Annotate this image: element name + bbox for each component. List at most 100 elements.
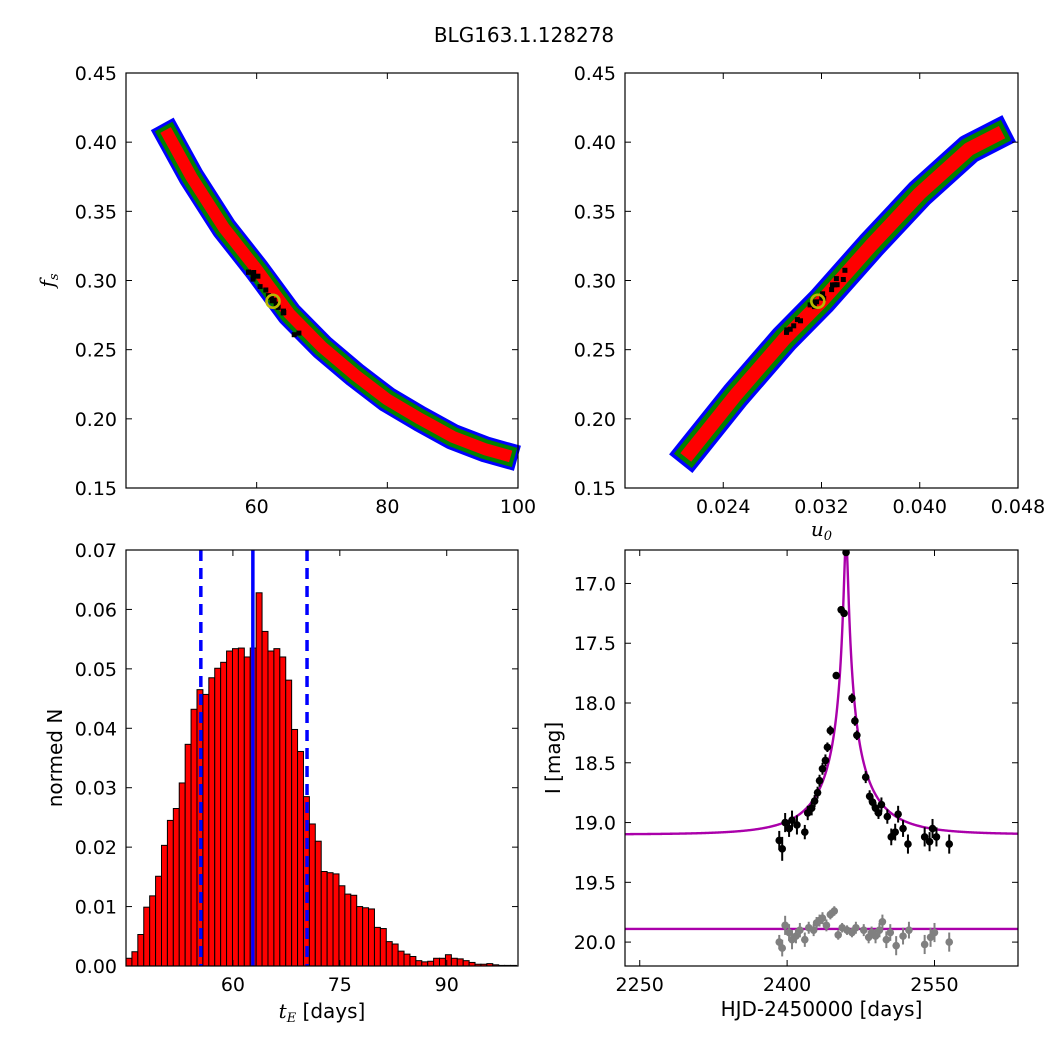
data-point (781, 921, 789, 930)
x-tick-label: 75 (328, 974, 352, 996)
histogram-bar (332, 873, 340, 967)
histogram-bar (273, 648, 281, 967)
x-tick-label: 60 (245, 496, 269, 518)
histogram-bar (226, 650, 233, 967)
x-tick-label: 80 (375, 496, 399, 518)
y-tick-label: 0.20 (75, 409, 117, 431)
data-point (792, 932, 800, 940)
plot-area (625, 550, 1018, 957)
data-point (930, 928, 939, 937)
confidence-region-core (291, 332, 297, 338)
data-point (892, 941, 900, 950)
data-point (868, 798, 877, 807)
confidence-region-core (257, 284, 263, 290)
histogram-bar (403, 953, 411, 967)
confidence-region-core (296, 330, 302, 336)
data-point (861, 773, 870, 781)
plot-frame (125, 549, 519, 967)
histogram-bar (291, 728, 299, 967)
data-point (920, 940, 929, 949)
data-point (852, 923, 860, 932)
histogram-bar (326, 872, 334, 967)
histogram-bar (160, 844, 168, 967)
confidence-region-middle (154, 121, 518, 468)
histogram-bar (456, 958, 464, 967)
y-tick-label: 0.02 (75, 837, 117, 859)
x-tick-label: 0.024 (696, 496, 750, 518)
data-point (878, 917, 887, 926)
data-point (823, 743, 832, 752)
y-tick-label: 0.40 (75, 132, 117, 154)
histogram-bar (255, 592, 263, 967)
y-tick-label: 0.40 (574, 132, 616, 154)
histogram-bar (237, 647, 245, 967)
x-tick-label: 2550 (910, 974, 958, 996)
histogram-bar (356, 906, 364, 967)
model-curve (625, 550, 1018, 836)
data-point (809, 926, 818, 934)
histogram-bar (415, 960, 423, 967)
histogram-bar (344, 893, 352, 967)
histogram-bar (320, 871, 328, 967)
y-tick-label: 17.5 (574, 633, 616, 655)
data-point (882, 935, 891, 944)
histogram-bar (155, 875, 163, 967)
y-tick-label: 0.03 (75, 778, 117, 800)
x-axis-label: u0 (811, 517, 832, 544)
histogram-bar (373, 926, 381, 967)
data-point (840, 609, 848, 618)
best-fit-marker (265, 293, 281, 310)
x-tick-label: 0.048 (991, 496, 1045, 518)
x-axis-subscript: 0 (824, 529, 832, 544)
histogram-bar (267, 650, 275, 967)
histogram-bar (427, 960, 435, 967)
data-point (800, 828, 809, 836)
confidence-region-core (807, 302, 813, 308)
confidence-region-core (784, 327, 790, 333)
confidence-region-core (263, 287, 269, 293)
data-point (842, 550, 850, 557)
data-point (830, 907, 839, 915)
confidence-region-core (791, 323, 797, 329)
histogram-bar (214, 667, 222, 967)
histogram-bar (297, 750, 304, 967)
confidence-region-core (787, 326, 793, 332)
x-axis-label: HJD-2450000 [days] (721, 997, 923, 1021)
confidence-region-core (829, 287, 835, 293)
data-point (928, 824, 937, 833)
y-tick-label: 18.5 (574, 753, 616, 775)
histogram-bar (362, 907, 370, 967)
confidence-region-core (834, 282, 840, 288)
data-point (905, 926, 913, 934)
data-point (822, 921, 831, 930)
histogram-bar (178, 782, 186, 967)
confidence-region-core (810, 299, 816, 305)
histogram-bar (450, 957, 458, 967)
data-point (778, 845, 786, 853)
y-tick-label: 0.25 (574, 340, 616, 362)
histogram-bar (220, 661, 228, 967)
histogram-bar (190, 708, 198, 967)
data-point (834, 931, 843, 939)
data-point (818, 914, 827, 922)
histogram-bar (409, 955, 417, 967)
confidence-region-core (794, 317, 800, 323)
y-tick-label: 18.0 (574, 693, 616, 715)
data-point (894, 810, 902, 818)
y-tick-label: 0.06 (75, 599, 117, 621)
x-axis-label: tE [days] (279, 999, 366, 1026)
data-point (785, 824, 793, 833)
tE-histogram-panel: 0.00 0.01 0.02 0.03 0.04 0.05 0.06 0.07 60 75 90 no… (43, 540, 519, 1026)
y-tick-label: 0.00 (75, 956, 117, 978)
confidence-region-core (280, 310, 286, 316)
data-point (899, 932, 907, 940)
histogram-bar (149, 895, 157, 967)
y-tick-label: 17.0 (574, 573, 616, 595)
data-point (865, 792, 874, 801)
y-tick-label: 0.35 (574, 201, 616, 223)
histogram-bar (338, 885, 346, 967)
data-point (904, 840, 912, 848)
histogram-bar (172, 808, 180, 967)
data-point (796, 926, 804, 934)
